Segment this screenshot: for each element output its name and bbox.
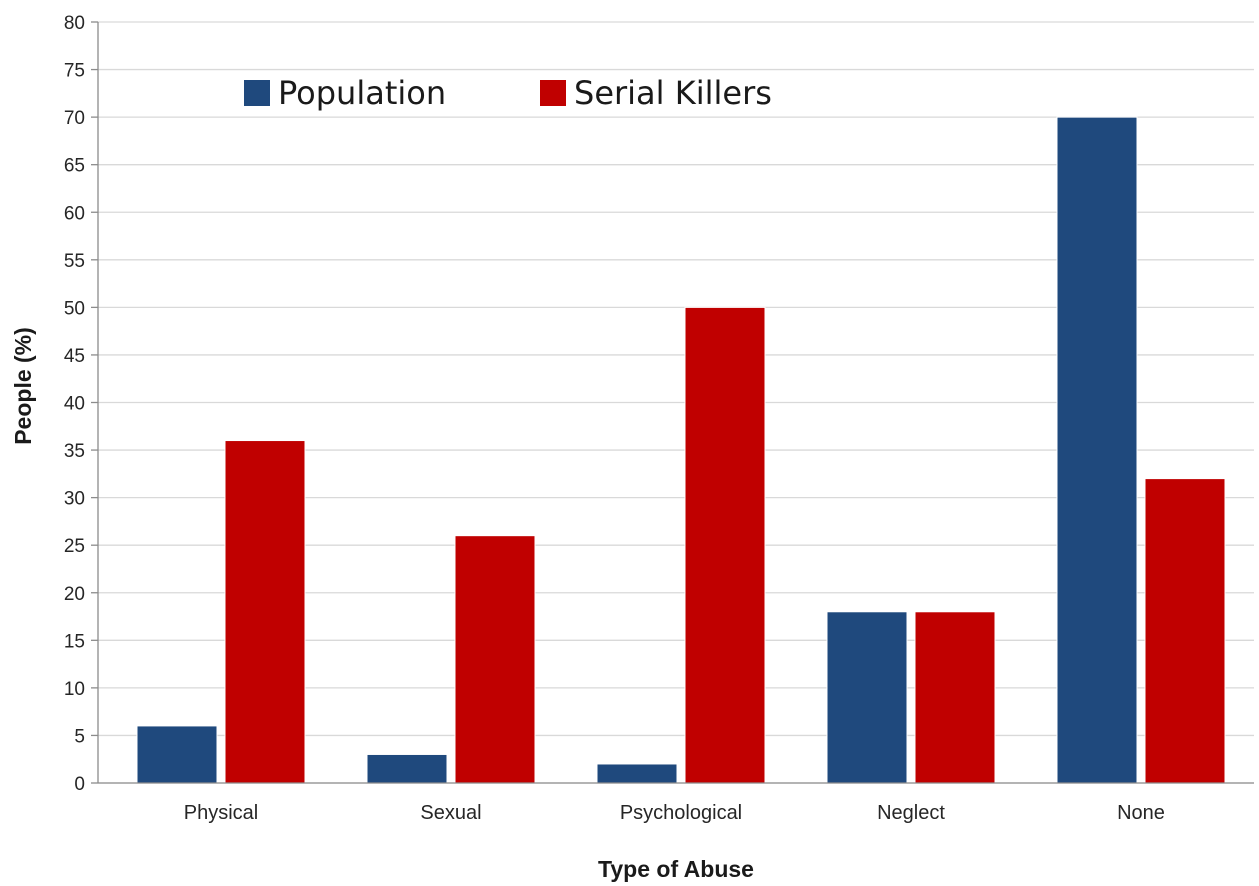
- y-tick-label: 80: [64, 13, 85, 34]
- y-tick-label: 10: [64, 679, 85, 700]
- bars: [136, 116, 1226, 784]
- y-tick-label: 35: [64, 441, 85, 462]
- bar-population-sexual: [366, 753, 448, 784]
- x-tick-label: Neglect: [877, 802, 945, 824]
- x-axis-categories: Physical Sexual Psychological Neglect None: [184, 802, 1165, 824]
- legend: Population Serial Killers: [244, 74, 772, 112]
- x-axis-title: Type of Abuse: [598, 856, 754, 882]
- y-tick-label: 60: [64, 203, 85, 224]
- x-tick-label: Physical: [184, 802, 258, 824]
- y-tick-label: 45: [64, 346, 85, 367]
- x-tick-label: Sexual: [420, 802, 481, 824]
- legend-label: Serial Killers: [574, 74, 772, 112]
- bar-population-psychological: [596, 763, 678, 784]
- y-tick-label: 65: [64, 156, 85, 177]
- y-axis-ticks: 0 5 10 15 20 25 30 35 40 45 50 55 60 65 70 75 80: [64, 13, 98, 795]
- y-tick-label: 75: [64, 61, 85, 82]
- y-tick-label: 25: [64, 536, 85, 557]
- legend-swatch: [540, 80, 566, 106]
- y-tick-label: 0: [74, 774, 85, 795]
- y-tick-label: 30: [64, 489, 85, 510]
- y-tick-label: 70: [64, 108, 85, 129]
- y-axis-title: People (%): [10, 327, 36, 445]
- bar-serial-killers-neglect: [914, 611, 996, 784]
- bar-population-none: [1056, 116, 1138, 784]
- bar-serial-killers-physical: [224, 440, 306, 784]
- bar-population-neglect: [826, 611, 908, 784]
- bar-serial-killers-sexual: [454, 535, 536, 784]
- bar-population-physical: [136, 725, 218, 784]
- y-tick-label: 50: [64, 298, 85, 319]
- bar-serial-killers-none: [1144, 478, 1226, 784]
- bar-serial-killers-psychological: [684, 306, 766, 784]
- y-tick-label: 55: [64, 251, 85, 272]
- legend-label: Population: [278, 74, 446, 112]
- y-tick-label: 40: [64, 394, 85, 415]
- y-tick-label: 5: [74, 726, 85, 747]
- y-tick-label: 15: [64, 631, 85, 652]
- y-tick-label: 20: [64, 584, 85, 605]
- x-tick-label: None: [1117, 802, 1165, 824]
- x-tick-label: Psychological: [620, 802, 742, 824]
- legend-swatch: [244, 80, 270, 106]
